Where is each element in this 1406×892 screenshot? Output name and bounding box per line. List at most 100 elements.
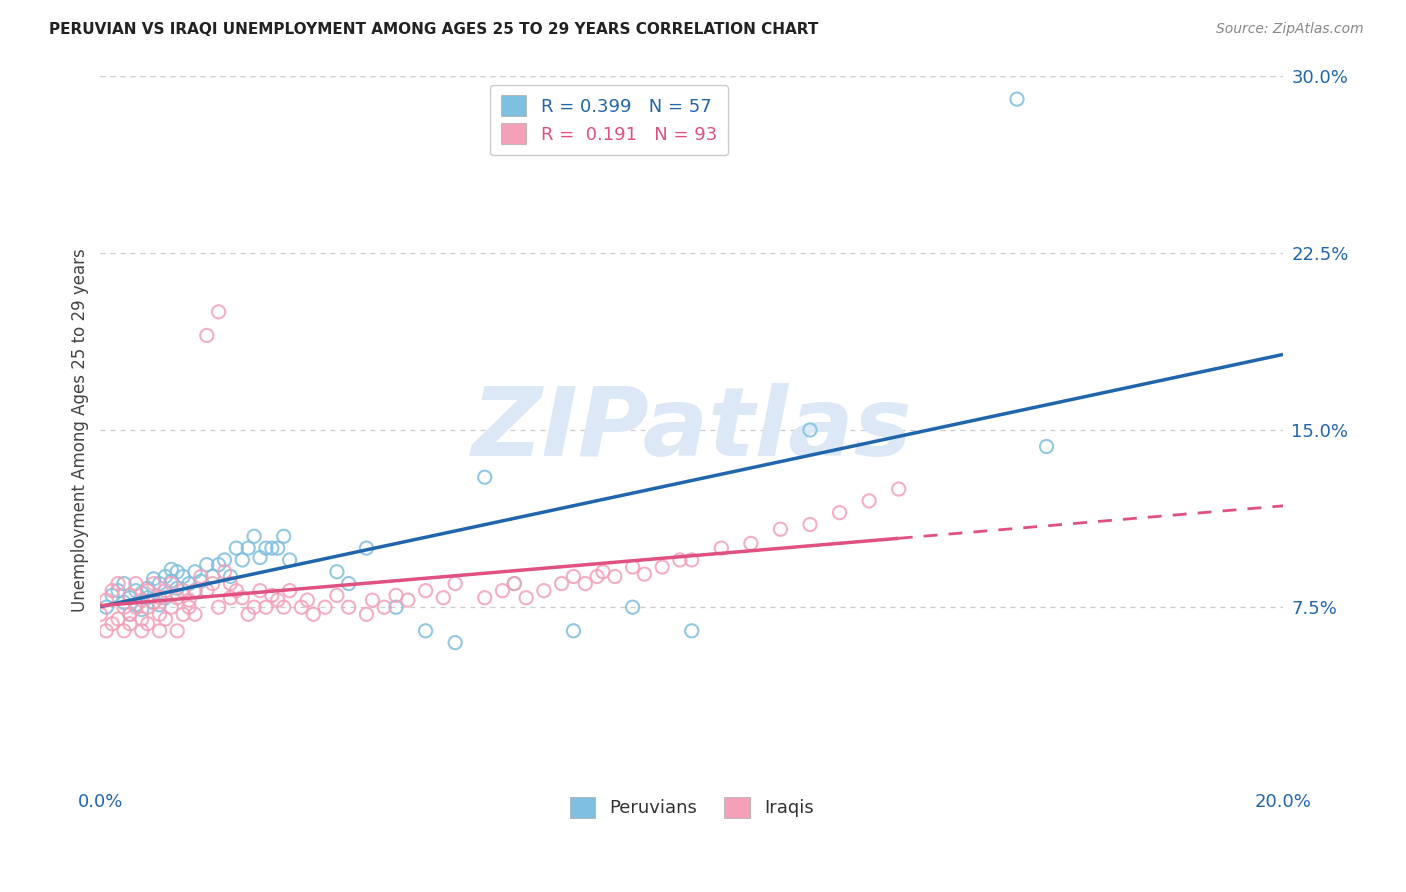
Point — [195, 558, 218, 572]
Point — [887, 482, 910, 496]
Point — [326, 565, 349, 579]
Point — [231, 591, 253, 605]
Point — [190, 574, 212, 589]
Point — [207, 600, 229, 615]
Point — [148, 576, 170, 591]
Point — [297, 593, 319, 607]
Point — [177, 576, 200, 591]
Point — [201, 576, 224, 591]
Point — [201, 569, 224, 583]
Point — [155, 612, 177, 626]
Point — [160, 576, 183, 591]
Point — [1035, 440, 1057, 454]
Point — [254, 541, 277, 555]
Point — [142, 572, 165, 586]
Point — [651, 560, 673, 574]
Point — [574, 576, 596, 591]
Point — [225, 541, 247, 555]
Point — [112, 595, 135, 609]
Point — [172, 569, 194, 583]
Point — [155, 569, 177, 583]
Point — [356, 607, 378, 622]
Point — [148, 607, 170, 622]
Point — [858, 494, 880, 508]
Point — [225, 583, 247, 598]
Point — [260, 588, 283, 602]
Point — [166, 591, 188, 605]
Point — [112, 576, 135, 591]
Point — [136, 582, 159, 596]
Point — [533, 583, 555, 598]
Point — [415, 624, 437, 638]
Point — [125, 600, 148, 615]
Point — [681, 624, 703, 638]
Point — [112, 624, 135, 638]
Point — [177, 593, 200, 607]
Point — [1005, 92, 1028, 106]
Point — [249, 550, 271, 565]
Point — [503, 576, 526, 591]
Text: ZIPatlas: ZIPatlas — [471, 384, 912, 476]
Text: PERUVIAN VS IRAQI UNEMPLOYMENT AMONG AGES 25 TO 29 YEARS CORRELATION CHART: PERUVIAN VS IRAQI UNEMPLOYMENT AMONG AGE… — [49, 22, 818, 37]
Point — [491, 583, 513, 598]
Point — [131, 602, 153, 616]
Point — [769, 522, 792, 536]
Text: Source: ZipAtlas.com: Source: ZipAtlas.com — [1216, 22, 1364, 37]
Point — [118, 616, 141, 631]
Point — [155, 583, 177, 598]
Point — [219, 576, 242, 591]
Point — [669, 553, 692, 567]
Point — [190, 569, 212, 583]
Point — [214, 565, 236, 579]
Point — [621, 560, 644, 574]
Point — [243, 529, 266, 543]
Point — [254, 600, 277, 615]
Point — [337, 576, 360, 591]
Point — [101, 616, 124, 631]
Point — [131, 586, 153, 600]
Point — [195, 583, 218, 598]
Point — [207, 305, 229, 319]
Point — [503, 576, 526, 591]
Point — [267, 593, 290, 607]
Point — [136, 616, 159, 631]
Point — [136, 591, 159, 605]
Point — [586, 569, 609, 583]
Point — [96, 593, 118, 607]
Point — [166, 582, 188, 596]
Point — [710, 541, 733, 555]
Point — [243, 600, 266, 615]
Point — [302, 607, 325, 622]
Point — [101, 588, 124, 602]
Point — [142, 595, 165, 609]
Point — [96, 624, 118, 638]
Point — [238, 541, 260, 555]
Point — [562, 569, 585, 583]
Point — [603, 569, 626, 583]
Point — [125, 598, 148, 612]
Point — [337, 600, 360, 615]
Point — [373, 600, 395, 615]
Point — [214, 553, 236, 567]
Point — [148, 598, 170, 612]
Point — [125, 583, 148, 598]
Point — [249, 583, 271, 598]
Point — [361, 593, 384, 607]
Point — [415, 583, 437, 598]
Point — [184, 565, 207, 579]
Point — [515, 591, 537, 605]
Point — [184, 583, 207, 598]
Point — [166, 565, 188, 579]
Point — [219, 569, 242, 583]
Point — [231, 553, 253, 567]
Point — [314, 600, 336, 615]
Point — [131, 612, 153, 626]
Point — [148, 591, 170, 605]
Point — [278, 553, 301, 567]
Point — [125, 576, 148, 591]
Point — [142, 595, 165, 609]
Point — [172, 607, 194, 622]
Point — [207, 558, 229, 572]
Point — [160, 600, 183, 615]
Point — [550, 576, 572, 591]
